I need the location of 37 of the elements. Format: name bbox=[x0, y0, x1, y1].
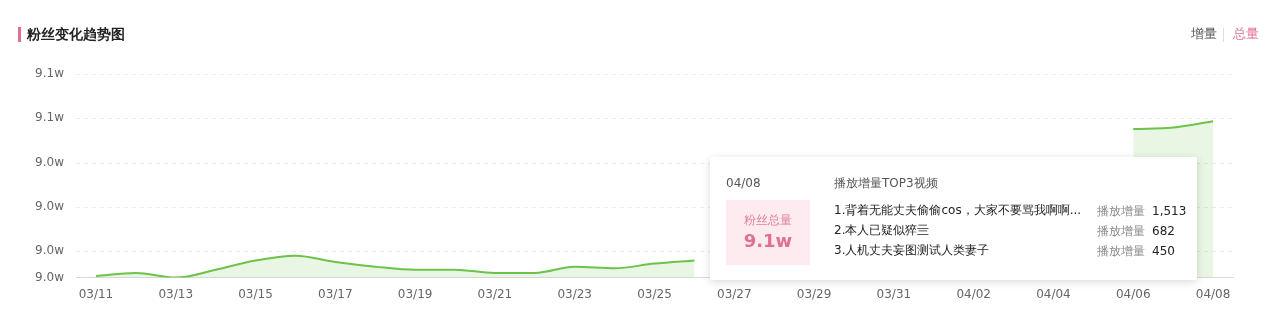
x-tick-label: 03/31 bbox=[876, 286, 912, 301]
x-tick-label: 03/23 bbox=[557, 286, 592, 301]
x-tick-label: 03/19 bbox=[397, 286, 433, 301]
annotation: 播放增量 bbox=[1097, 244, 1145, 259]
x-tick-label: 03/27 bbox=[717, 286, 752, 301]
x-tick-label: 03/17 bbox=[318, 286, 353, 301]
x-tick-label: 04/04 bbox=[1036, 286, 1071, 301]
annotation: 播放增量TOP3视频 bbox=[834, 176, 938, 191]
x-tick-label: 03/29 bbox=[796, 286, 832, 301]
x-tick-label: 03/11 bbox=[78, 286, 114, 301]
annotation: 1.背着无能丈夫偷偷cos，大家不要骂我啊啊... bbox=[834, 203, 1082, 218]
x-tick-label: 04/02 bbox=[956, 286, 991, 301]
annotation: 3.人机丈夫妄图测试人类妻子 bbox=[834, 243, 990, 258]
text: 9.0w bbox=[35, 269, 65, 284]
chart-title: 粉丝变化趋势图 bbox=[27, 26, 125, 44]
text: 9.0w bbox=[35, 243, 65, 258]
x-tick-label: 03/25 bbox=[637, 286, 672, 301]
x-tick-label: 03/15 bbox=[238, 286, 273, 301]
annotation: 粉丝总量 bbox=[743, 213, 793, 228]
text: 9.1w bbox=[35, 110, 65, 125]
x-tick-label: 03/13 bbox=[158, 286, 194, 301]
text: 总量 bbox=[1233, 26, 1259, 42]
x-tick-label: 03/21 bbox=[477, 286, 513, 301]
annotation: 04/08 bbox=[726, 176, 761, 191]
text: 9.0w bbox=[35, 199, 65, 214]
text: 增量 bbox=[1191, 26, 1217, 42]
x-tick-label: 04/08 bbox=[1195, 286, 1231, 301]
annotation: 682 bbox=[1152, 224, 1175, 239]
text: 9.1w bbox=[35, 66, 65, 81]
annotation: 播放增量 bbox=[1097, 224, 1145, 239]
annotation: 2.本人已疑似猝亖 bbox=[834, 223, 930, 238]
annotation: 450 bbox=[1152, 244, 1175, 259]
annotation: 9.1w bbox=[742, 230, 794, 252]
annotation: 播放增量 bbox=[1097, 204, 1145, 219]
x-tick-label: 04/06 bbox=[1115, 286, 1151, 301]
text: 9.0w bbox=[35, 155, 65, 170]
annotation: 1,513 bbox=[1152, 204, 1187, 219]
